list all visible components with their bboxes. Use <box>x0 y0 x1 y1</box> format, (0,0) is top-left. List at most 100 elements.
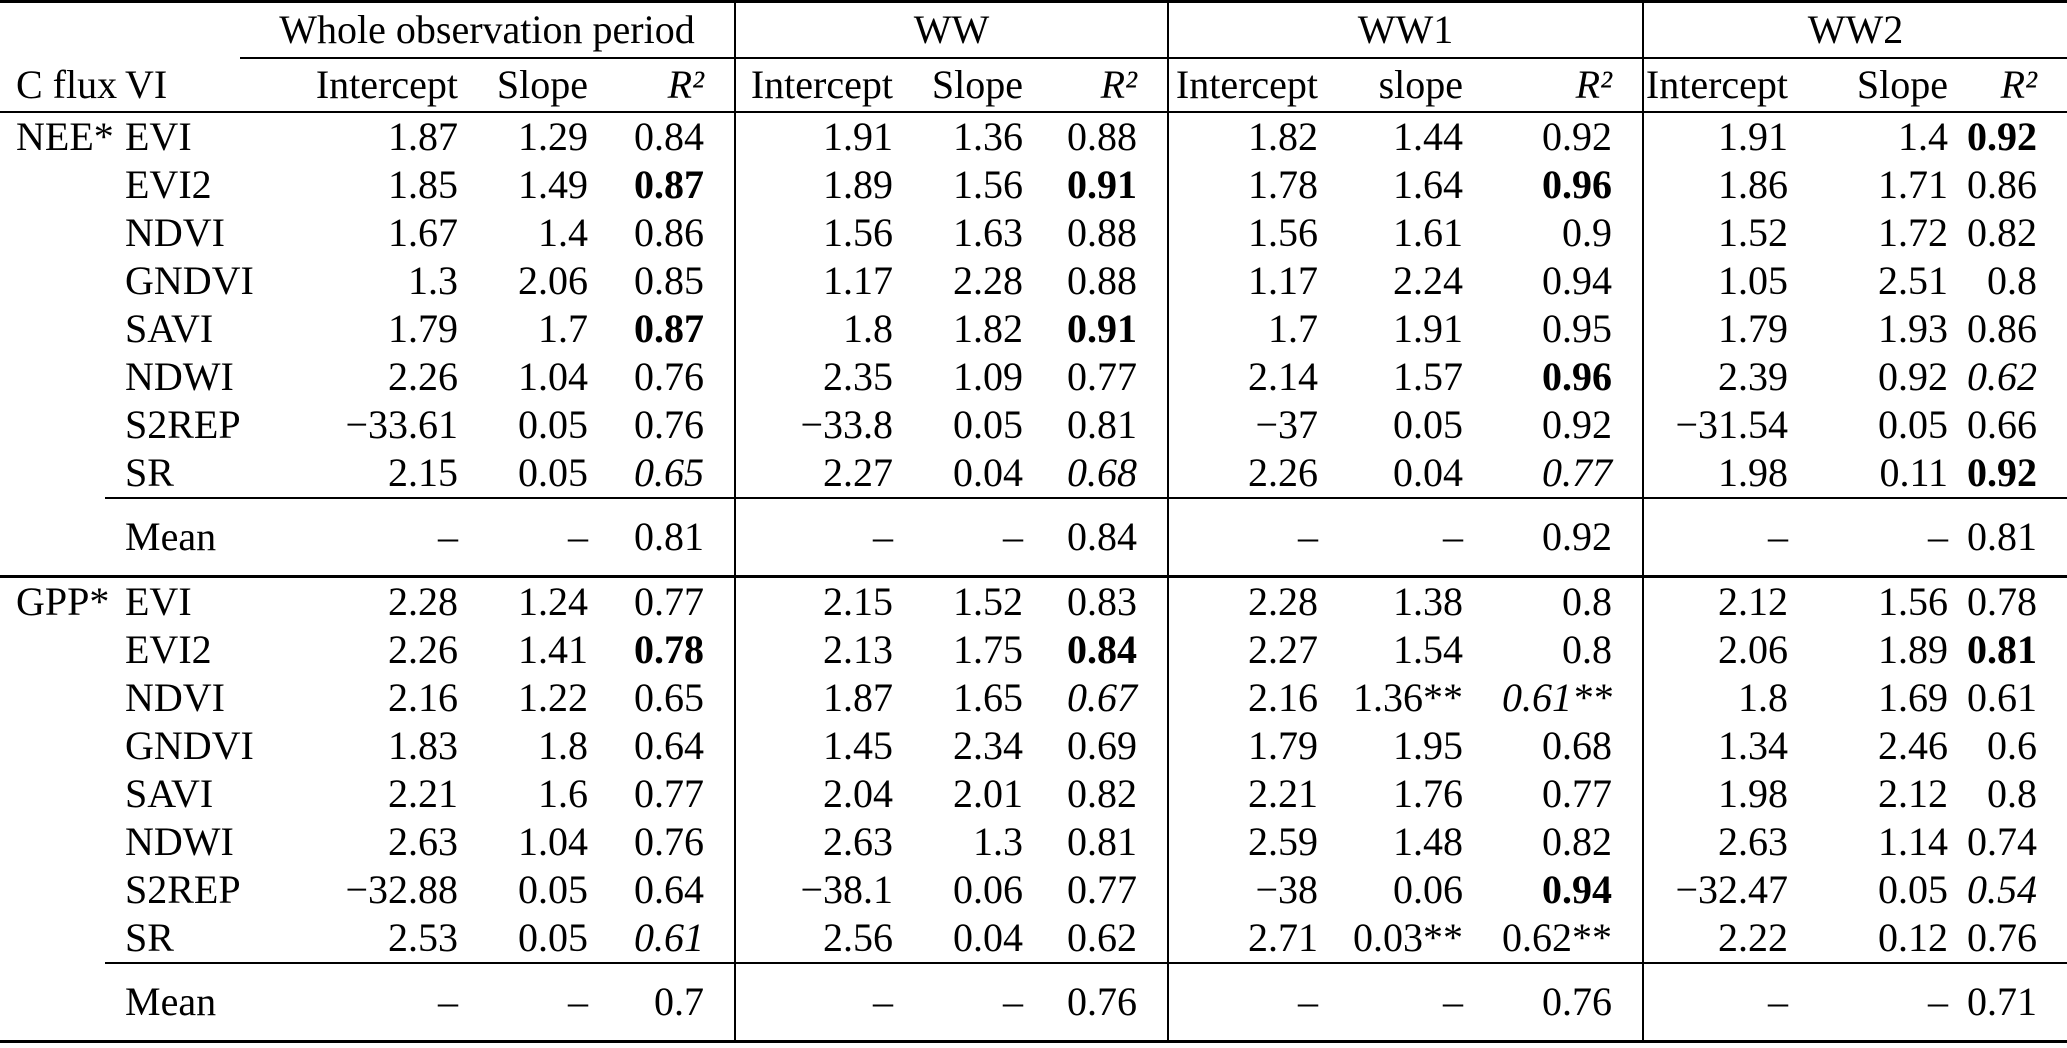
r2-value: 0.96 <box>1542 353 1613 399</box>
mean-r2-value: 0.76 <box>1475 961 1644 1043</box>
r2-value: 0.82 <box>1967 209 2038 255</box>
r2-value: 0.61 <box>634 914 704 960</box>
slope-value: 1.09 <box>953 353 1023 399</box>
mean-slope-dash: – <box>1330 496 1476 578</box>
r2-value: 0.76 <box>634 818 704 864</box>
intercept-value: −33.8 <box>734 400 905 449</box>
intercept-value: 1.82 <box>1167 111 1331 161</box>
slope-value: 0.05 <box>518 866 588 912</box>
intercept-value: 2.35 <box>734 352 905 401</box>
slope-value: 0.05 <box>1878 401 1949 447</box>
slope-value: 1.69 <box>1878 674 1949 720</box>
intercept-value: 1.45 <box>734 721 905 770</box>
r2-value: 0.86 <box>1967 161 2038 207</box>
slope-value: 0.05 <box>1393 401 1464 447</box>
intercept-value: 1.7 <box>1167 304 1331 353</box>
r2-value: 0.91 <box>1067 305 1138 351</box>
mean-row: Mean – –0.81– –0.84– –0.92– –0.81 <box>0 496 2067 578</box>
intercept-value: 2.14 <box>1167 352 1331 401</box>
intercept-value: 2.15 <box>734 576 905 626</box>
r2-value: 0.88 <box>1067 209 1138 255</box>
mean-intercept-dash: – <box>1167 496 1331 578</box>
r2-value: 0.86 <box>1967 305 2038 351</box>
intercept-value: 2.59 <box>1167 817 1331 866</box>
r2-value: 0.6 <box>1987 722 2038 768</box>
group-header-ww1: WW1 <box>1167 1 1644 59</box>
slope-value: 0.05 <box>1878 866 1949 912</box>
slope-value: 0.11 <box>1879 449 1949 495</box>
intercept-value: 1.78 <box>1167 160 1331 209</box>
r2-value: 0.84 <box>634 113 704 159</box>
column-header-row: C flux VI Intercept Slope R² Intercept S… <box>0 57 2067 113</box>
slope-value: 1.7 <box>538 305 588 351</box>
slope-value: 1.54 <box>1393 626 1464 672</box>
vi-label: S2REP <box>125 866 241 912</box>
r2-value: 0.64 <box>634 722 704 768</box>
intercept-value: 1.3 <box>408 257 458 303</box>
r2-value: 0.92 <box>1967 113 2038 159</box>
intercept-value: 1.89 <box>734 160 905 209</box>
vi-label: SR <box>125 449 174 495</box>
r2-value: 0.62** <box>1502 914 1613 960</box>
intercept-value: 1.86 <box>1642 160 1801 209</box>
group-header-ww2: WW2 <box>1642 1 2067 59</box>
intercept-value: 2.04 <box>734 769 905 818</box>
r2-value: 0.77 <box>1542 770 1613 816</box>
r2-value: 0.94 <box>1542 866 1613 912</box>
slope-value: 1.56 <box>1878 578 1949 624</box>
slope-value: 2.46 <box>1878 722 1949 768</box>
mean-r2-value: 0.81 <box>600 496 735 578</box>
r2-value: 0.78 <box>1967 578 2038 624</box>
r2-value: 0.88 <box>1067 257 1138 303</box>
r2-value: 0.88 <box>1067 113 1138 159</box>
mean-slope-dash: – <box>1800 496 1961 578</box>
intercept-value: 2.63 <box>1642 817 1801 866</box>
slope-value: 1.82 <box>953 305 1023 351</box>
mean-slope-dash: – <box>470 961 600 1043</box>
slope-value: 0.04 <box>953 914 1023 960</box>
r2-value: 0.61** <box>1502 674 1613 720</box>
r2-value: 0.78 <box>634 626 704 672</box>
slope-value: 1.64 <box>1393 161 1464 207</box>
slope-value: 0.06 <box>953 866 1023 912</box>
slope-value: 0.12 <box>1878 914 1949 960</box>
intercept-value: 2.12 <box>1642 576 1801 626</box>
intercept-value: −32.47 <box>1642 865 1801 914</box>
slope-value: 1.93 <box>1878 305 1949 351</box>
slope-value: 1.48 <box>1393 818 1464 864</box>
header-spacer <box>0 2 240 58</box>
r2-value: 0.69 <box>1067 722 1138 768</box>
r2-value: 0.76 <box>634 353 704 399</box>
slope-value: 1.91 <box>1393 305 1464 351</box>
slope-value: 0.04 <box>953 449 1023 495</box>
intercept-value: 1.91 <box>1642 111 1801 161</box>
slope-value: 1.24 <box>518 578 588 624</box>
r2-value: 0.96 <box>1542 161 1613 207</box>
slope-value: 1.6 <box>538 770 588 816</box>
vi-label: EVI <box>125 578 192 624</box>
slope-value: 1.44 <box>1393 113 1464 159</box>
group-header-ww: WW <box>733 1 1169 59</box>
intercept-value: −33.61 <box>345 401 458 447</box>
slope-value: 2.06 <box>518 257 588 303</box>
col-header-slope: Slope <box>470 57 600 113</box>
r2-value: 0.64 <box>634 866 704 912</box>
r2-value: 0.8 <box>1987 770 2038 816</box>
col-header-r2: R² <box>1960 57 2067 113</box>
group-header-whole-period: Whole observation period <box>240 1 735 59</box>
table-row: S2REP −32.88 0.05 0.64 −38.1 0.06 0.77 −38 0.06 0… <box>0 865 2067 914</box>
intercept-value: 1.17 <box>1167 256 1331 305</box>
vi-label: S2REP <box>125 401 241 447</box>
slope-value: 2.34 <box>953 722 1023 768</box>
table-body: NEE* EVI 1.87 1.29 0.84 1.91 1.36 0.88 1.82 1.44 0… <box>0 111 2067 1043</box>
intercept-value: −37 <box>1167 400 1331 449</box>
mean-r2-value: 0.71 <box>1960 961 2067 1043</box>
vi-label: GNDVI <box>125 722 254 768</box>
col-header-intercept: Intercept <box>1167 57 1331 113</box>
intercept-value: 1.98 <box>1642 448 1801 498</box>
r2-value: 0.68 <box>1542 722 1613 768</box>
slope-value: 1.29 <box>518 113 588 159</box>
intercept-value: 2.27 <box>734 448 905 498</box>
mean-r2-value: 0.7 <box>600 961 735 1043</box>
